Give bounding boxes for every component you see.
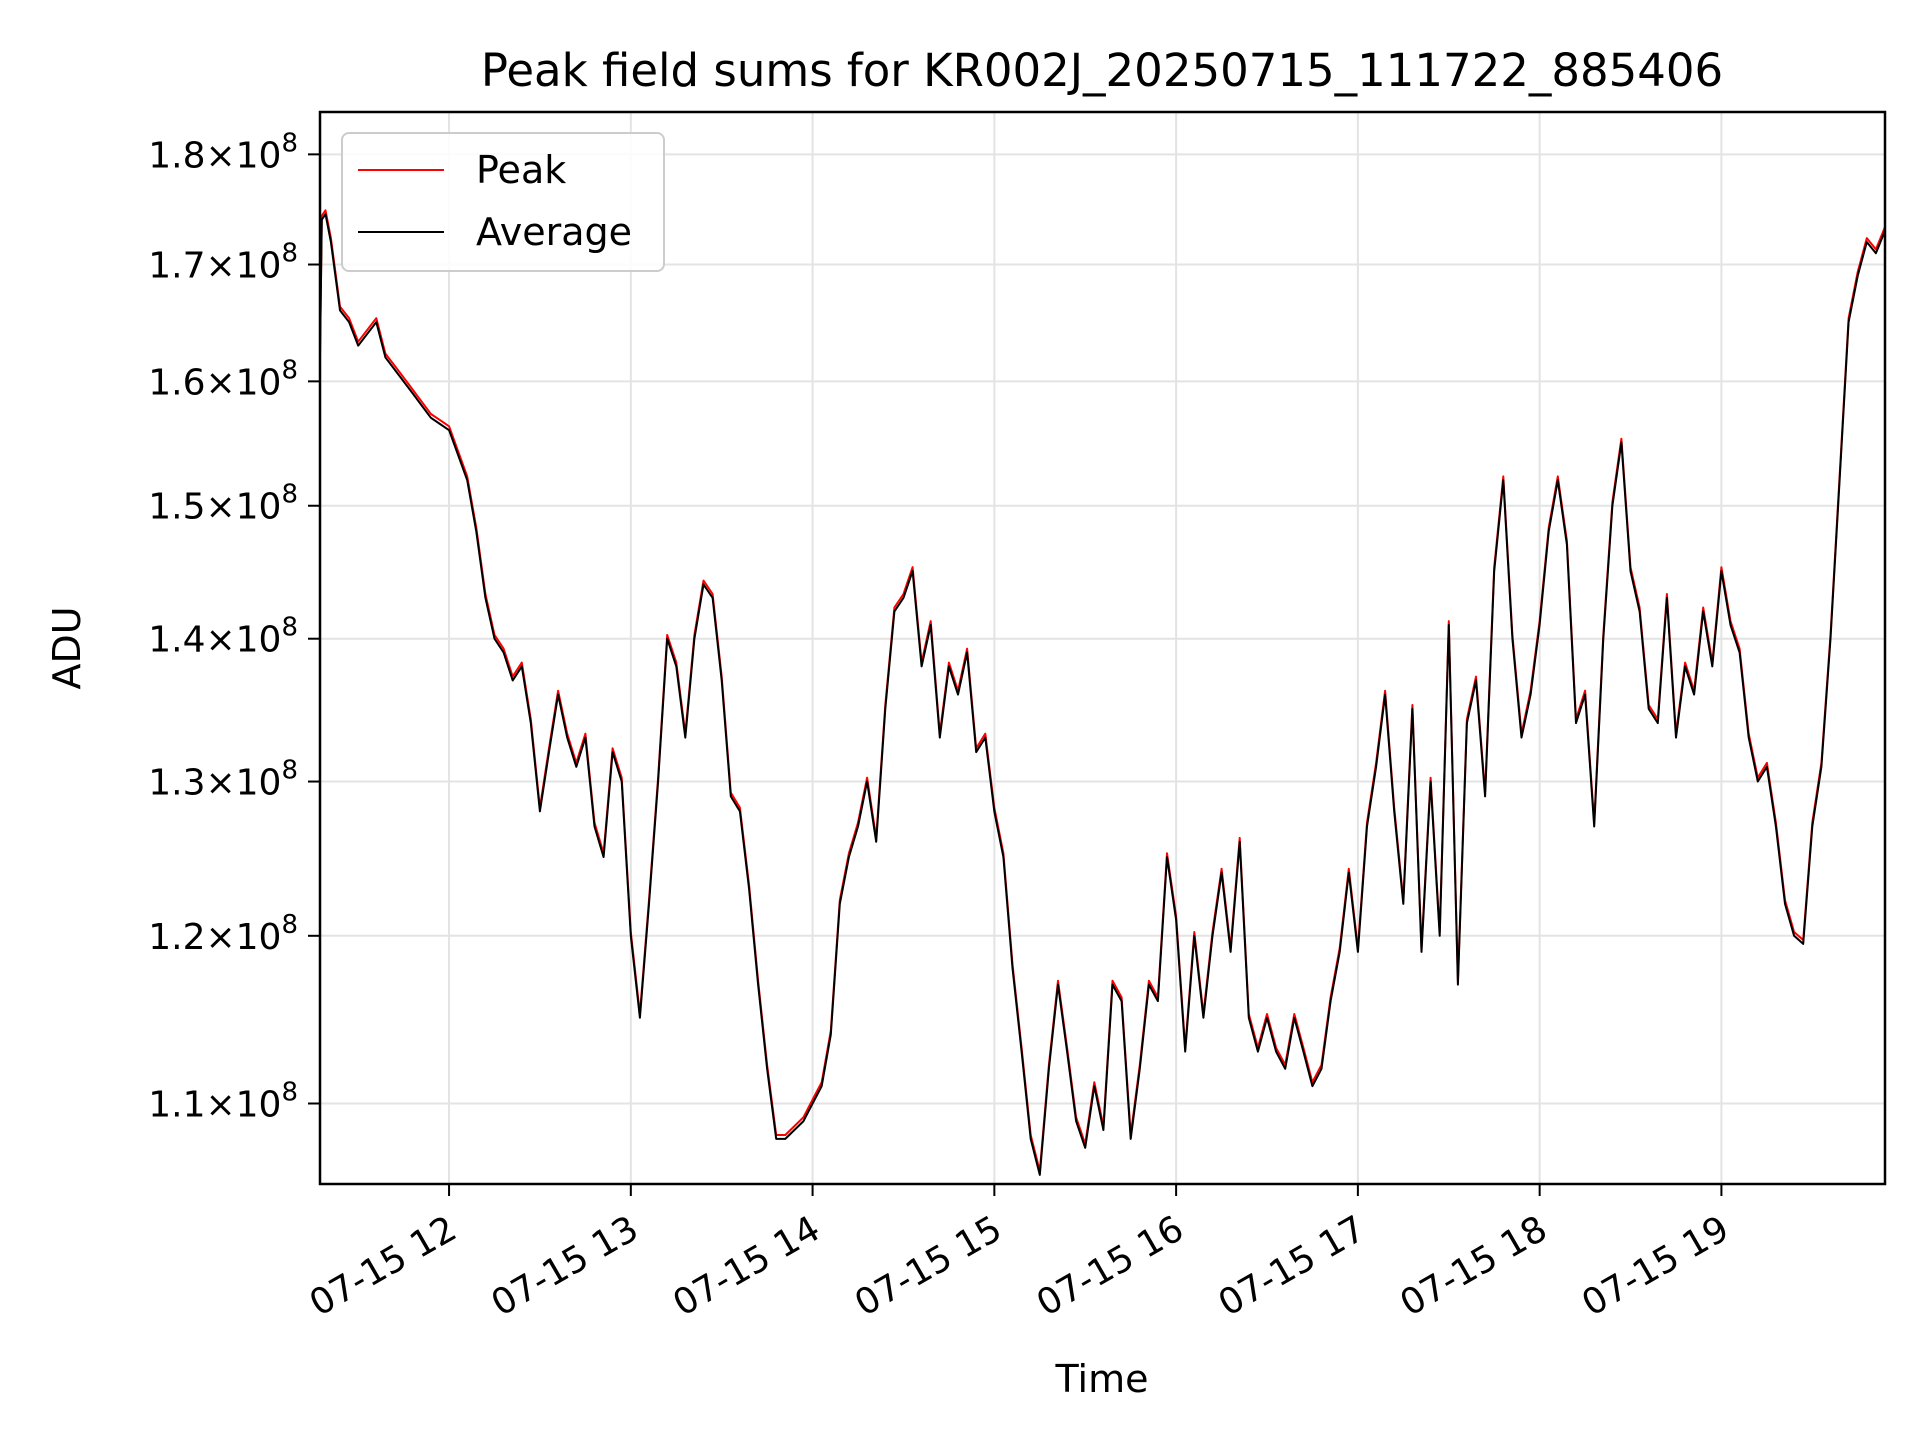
- chart-title: Peak field sums for KR002J_20250715_1117…: [481, 44, 1723, 97]
- legend-label-average: Average: [476, 210, 632, 254]
- plot-frame: [318, 110, 1887, 1186]
- legend-box: [341, 132, 665, 272]
- y-tick-label: 1.3×108: [148, 756, 298, 804]
- x-axis-label: Time: [1055, 1357, 1149, 1401]
- y-tick-label: 1.7×108: [148, 239, 298, 287]
- y-axis-ticks: 1.1×108 1.2×108 1.3×108 1.4×108 1.5×108 1.6×1…: [148, 128, 320, 1125]
- series-line-average: [319, 213, 1886, 1176]
- y-tick-label: 1.5×108: [148, 480, 298, 528]
- y-axis-label: ADU: [45, 606, 89, 689]
- series-lines: [319, 209, 1886, 1176]
- y-tick-label: 1.4×108: [148, 613, 298, 661]
- grid-lines: [320, 112, 1885, 1184]
- y-tick-label: 1.6×108: [148, 355, 298, 403]
- y-tick-label: 1.2×108: [148, 910, 298, 958]
- legend: Peak Average: [341, 132, 665, 272]
- legend-label-peak: Peak: [476, 148, 566, 192]
- y-tick-label: 1.8×108: [148, 128, 298, 176]
- y-tick-label: 1.1×108: [148, 1077, 298, 1125]
